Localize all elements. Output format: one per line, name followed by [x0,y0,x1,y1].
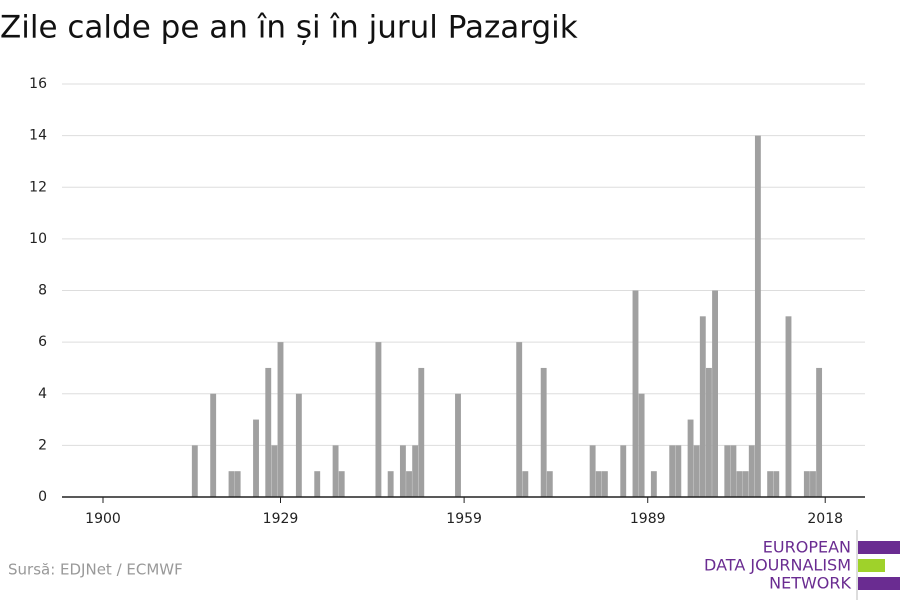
y-tick-label: 4 [38,386,47,402]
bar [687,419,694,497]
y-tick-label: 14 [29,128,47,144]
x-tick-label: 1929 [263,511,299,527]
logo-bar [858,577,900,590]
x-tick-label: 1959 [446,511,482,527]
bar [650,471,657,497]
bar [546,471,553,497]
bar [234,471,241,497]
source: Sursă: EDJNet / ECMWF [8,561,183,579]
logo-text: DATA JOURNALISM [704,556,851,575]
bar [712,290,718,497]
bar [620,445,627,497]
bar [724,445,731,497]
logo-bar [858,559,885,572]
logo-text: NETWORK [769,574,851,593]
logo-text: EUROPEAN [763,538,851,557]
bar [810,471,816,497]
bar [271,445,278,497]
bar [418,367,425,497]
bar [773,471,780,497]
bar [522,471,529,497]
bar [748,445,755,497]
y-tick-label: 0 [38,489,47,505]
bar [595,471,602,497]
y-tick-label: 16 [29,76,47,92]
bar [338,471,345,497]
bar [540,367,547,497]
bar [387,471,394,497]
bar [816,367,823,497]
chart-title: Zile calde pe an în și în jurul Pazargik [0,10,578,46]
bar [803,471,810,497]
bar [265,367,272,497]
bar [375,342,382,497]
bar [699,316,706,497]
y-tick-label: 10 [29,231,47,247]
bar [669,445,676,497]
bar [253,419,259,497]
x-tick-label: 2018 [807,511,843,527]
logo-bar [858,541,900,554]
bar [589,445,596,497]
bar [228,471,235,497]
x-tick-label: 1989 [630,511,666,527]
bar [399,445,406,497]
bar [632,290,639,497]
y-tick-label: 2 [38,437,47,453]
bar [730,445,737,497]
bar [693,445,700,497]
y-tick-label: 8 [38,283,47,299]
y-tick-label: 12 [29,179,47,195]
bar [638,393,645,497]
bar [601,471,608,497]
bar [314,471,321,497]
y-tick-label: 6 [38,334,47,350]
bar [516,342,523,497]
bar [675,445,682,497]
bar [742,471,749,497]
bar [455,393,461,497]
bar [277,342,284,497]
bar [767,471,774,497]
bar [736,471,743,497]
bar [705,367,712,497]
bar [412,445,419,497]
bar [191,445,198,497]
bar [754,135,761,497]
x-tick-label: 1900 [85,511,121,527]
bar [332,445,339,497]
bar [785,316,792,497]
bar [406,471,412,497]
bar [210,393,217,497]
bar [295,393,302,497]
